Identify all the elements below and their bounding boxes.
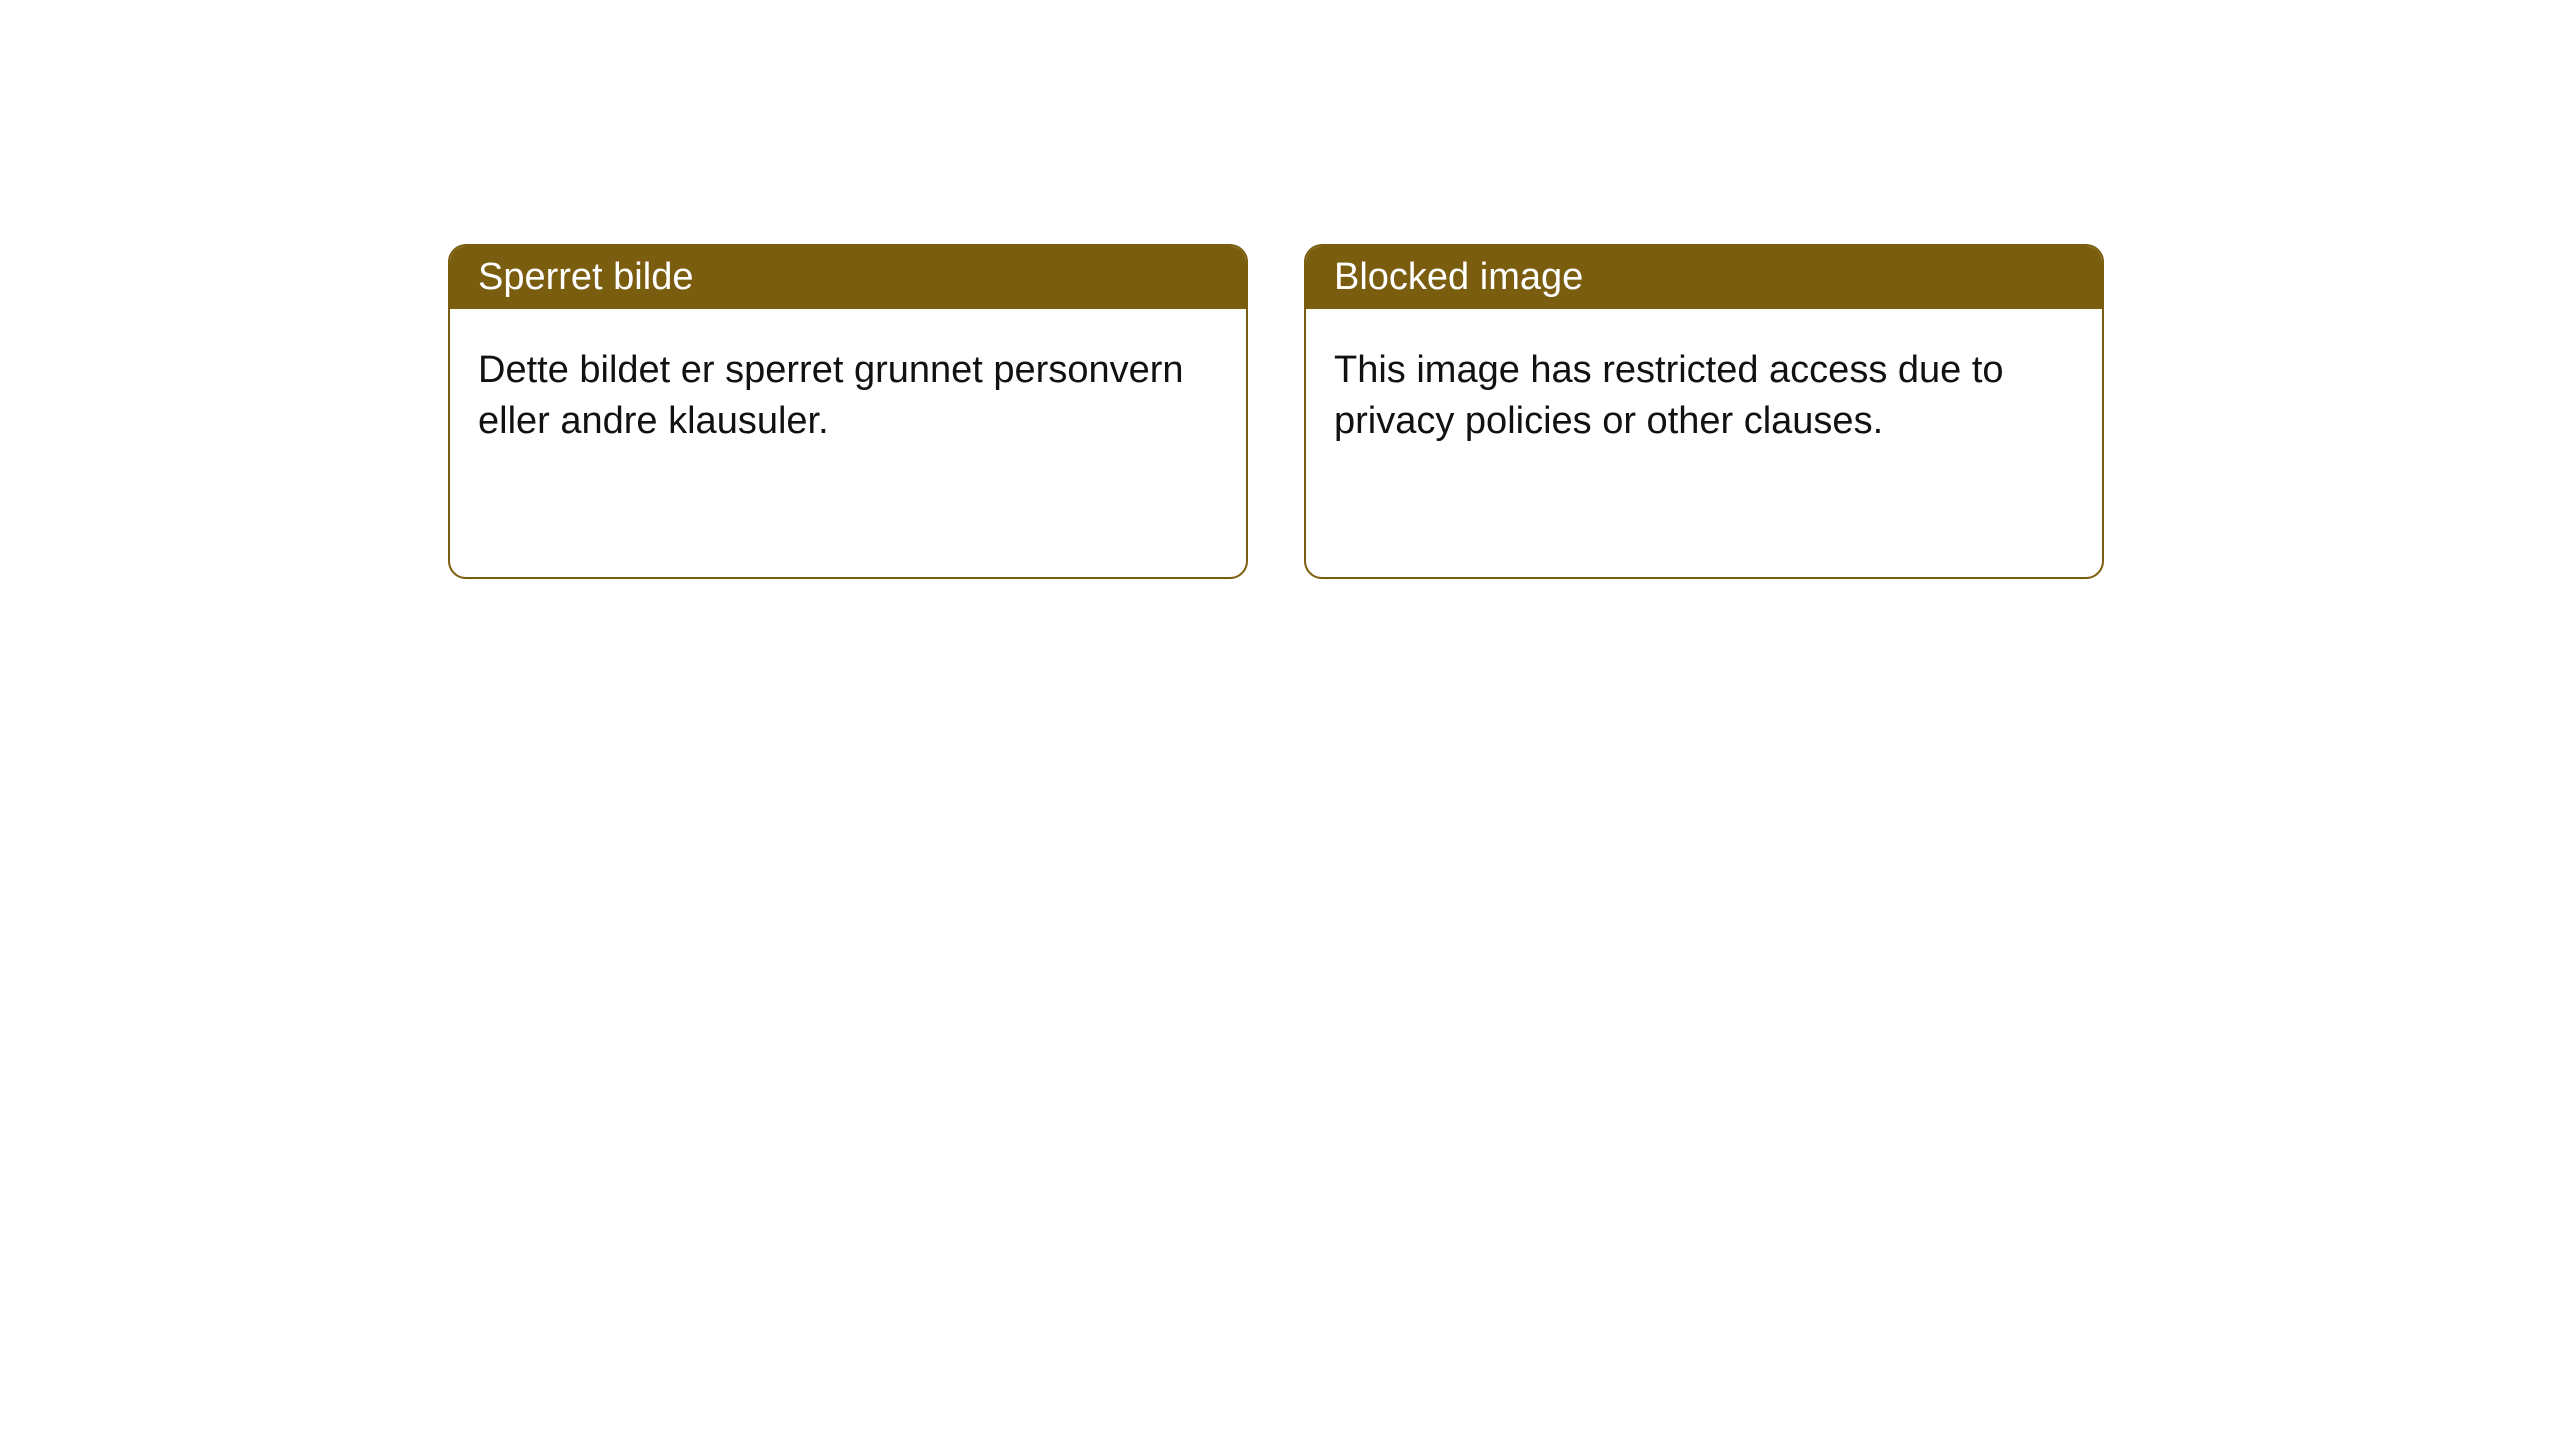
notice-container: Sperret bilde Dette bildet er sperret gr… xyxy=(0,0,2560,579)
card-body: This image has restricted access due to … xyxy=(1306,309,2102,484)
notice-card-norwegian: Sperret bilde Dette bildet er sperret gr… xyxy=(448,244,1248,579)
notice-card-english: Blocked image This image has restricted … xyxy=(1304,244,2104,579)
card-body-text: Dette bildet er sperret grunnet personve… xyxy=(478,349,1184,442)
card-header: Blocked image xyxy=(1306,246,2102,309)
card-header: Sperret bilde xyxy=(450,246,1246,309)
card-body-text: This image has restricted access due to … xyxy=(1334,349,2004,442)
card-title: Blocked image xyxy=(1334,256,1583,298)
card-body: Dette bildet er sperret grunnet personve… xyxy=(450,309,1246,484)
card-title: Sperret bilde xyxy=(478,256,693,298)
